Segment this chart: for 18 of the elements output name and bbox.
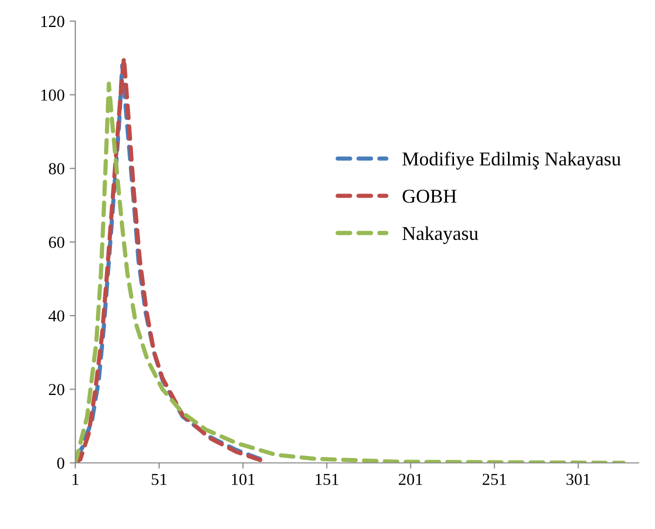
x-tick-label: 301 — [566, 474, 590, 486]
y-tick-label: 120 — [41, 16, 64, 28]
x-tick-label: 51 — [152, 474, 166, 486]
y-tick-label: 20 — [48, 384, 64, 396]
x-tick-label: 251 — [482, 474, 506, 486]
x-tick-label: 201 — [398, 474, 422, 486]
line-series — [75, 82, 626, 463]
y-tick-label: 60 — [48, 236, 64, 248]
legend-label: GOBH — [402, 190, 456, 203]
y-tick-label: 0 — [57, 458, 64, 469]
y-tick-label: 80 — [48, 163, 64, 174]
legend-label: Nakayasu — [402, 226, 478, 244]
y-tick-label: 100 — [41, 89, 64, 101]
y-tick-label: 40 — [48, 310, 64, 322]
x-tick-label: 101 — [232, 474, 254, 486]
x-tick-label: 151 — [316, 474, 338, 486]
legend-label: Modifiye Edilmiş Nakayasu — [402, 152, 621, 170]
x-tick-label: 1 — [72, 474, 78, 485]
